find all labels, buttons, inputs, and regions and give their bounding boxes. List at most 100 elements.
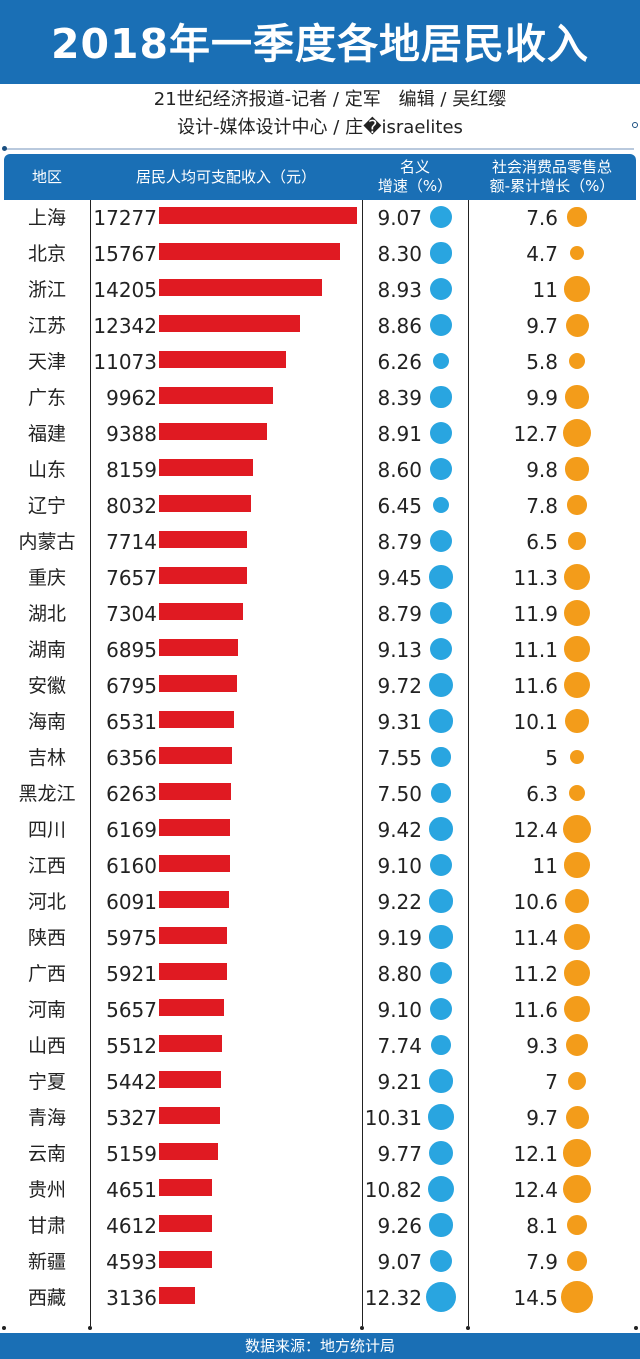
- growth-dot: [429, 961, 453, 985]
- growth-dot: [429, 1249, 453, 1273]
- growth-dot: [430, 458, 452, 480]
- table-row: 西藏 3136 12.32 14.5: [4, 1280, 636, 1316]
- table-row: 吉林 6356 7.55 5: [4, 740, 636, 776]
- retail-value: 14.5: [513, 1286, 558, 1310]
- retail-dot: [569, 353, 585, 369]
- growth-value: 9.42: [377, 818, 422, 842]
- growth-dot: [429, 277, 453, 301]
- table-row: 北京 15767 8.30 4.7: [4, 236, 636, 272]
- income-value: 15767: [93, 242, 157, 266]
- income-value: 6895: [106, 638, 157, 662]
- table-row: 安徽 6795 9.72 11.6: [4, 668, 636, 704]
- header-retail-line-1: 社会消费品零售总: [491, 158, 612, 176]
- growth-dot: [429, 925, 453, 949]
- table-row: 广西 5921 8.80 11.2: [4, 956, 636, 992]
- retail-dot: [563, 599, 591, 627]
- income-value: 17277: [93, 206, 157, 230]
- retail-value: 11.4: [513, 926, 558, 950]
- growth-value: 9.77: [377, 1142, 422, 1166]
- retail-dot: [563, 1175, 591, 1203]
- retail-value: 4.7: [526, 242, 558, 266]
- growth-dot: [428, 672, 454, 698]
- growth-dot: [429, 817, 453, 841]
- table-row: 内蒙古 7714 8.79 6.5: [4, 524, 636, 560]
- growth-value: 9.21: [377, 1070, 422, 1094]
- growth-dot: [429, 997, 453, 1021]
- growth-value: 8.79: [377, 530, 422, 554]
- table-row: 广东 9962 8.39 9.9: [4, 380, 636, 416]
- income-bar: [159, 783, 231, 800]
- retail-value: 11.6: [513, 674, 558, 698]
- table-row: 湖北 7304 8.79 11.9: [4, 596, 636, 632]
- retail-value: 7.8: [526, 494, 558, 518]
- retail-dot: [565, 709, 589, 733]
- growth-value: 8.39: [377, 386, 422, 410]
- income-bar: [159, 639, 239, 656]
- retail-dot: [568, 532, 586, 550]
- table-row: 新疆 4593 9.07 7.9: [4, 1244, 636, 1280]
- region-label: 山东: [27, 459, 66, 481]
- growth-value: 8.79: [377, 602, 422, 626]
- retail-dot: [564, 960, 590, 986]
- region-label: 江苏: [27, 315, 66, 337]
- table-header: 地区 居民人均可支配收入（元） 名义 增速（%） 社会消费品零售总 额-累计增长…: [4, 154, 636, 200]
- growth-value: 8.60: [377, 458, 422, 482]
- retail-dot: [570, 246, 584, 260]
- retail-dot: [564, 276, 590, 302]
- retail-value: 12.4: [513, 1178, 558, 1202]
- income-bar: [159, 459, 253, 476]
- retail-value: 9.3: [526, 1034, 558, 1058]
- table-row: 山东 8159 8.60 9.8: [4, 452, 636, 488]
- income-bar: [159, 351, 286, 368]
- page-title: 2018年一季度各地居民收入: [0, 0, 640, 84]
- region-label: 新疆: [27, 1251, 66, 1273]
- header-income-label: 居民人均可支配收入（元）: [135, 167, 316, 186]
- growth-value: 7.55: [377, 746, 422, 770]
- growth-dot: [426, 1282, 456, 1312]
- end-dot: [2, 1326, 6, 1330]
- retail-value: 8.1: [526, 1214, 558, 1238]
- table-row: 江苏 12342 8.86 9.7: [4, 308, 636, 344]
- growth-value: 9.26: [377, 1214, 422, 1238]
- income-bar: [159, 819, 230, 836]
- retail-value: 12.7: [513, 422, 558, 446]
- retail-value: 7: [545, 1070, 558, 1094]
- region-label: 甘肃: [27, 1215, 66, 1237]
- table-row: 贵州 4651 10.82 12.4: [4, 1172, 636, 1208]
- growth-dot: [429, 1069, 453, 1093]
- retail-value: 10.1: [513, 710, 558, 734]
- income-bar: [159, 315, 301, 332]
- end-dot: [88, 1326, 92, 1330]
- region-label: 河南: [27, 999, 66, 1021]
- retail-dot: [563, 1139, 591, 1167]
- income-value: 7657: [106, 566, 157, 590]
- income-bar: [159, 1287, 195, 1304]
- region-label: 安徽: [27, 675, 66, 697]
- retail-dot: [562, 418, 592, 448]
- growth-value: 6.26: [377, 350, 422, 374]
- column-divider: [90, 200, 91, 1326]
- region-label: 海南: [27, 711, 66, 733]
- region-label: 吉林: [27, 747, 66, 769]
- region-label: 天津: [27, 351, 66, 373]
- region-label: 湖北: [27, 603, 66, 625]
- income-value: 8032: [106, 494, 157, 518]
- table-row: 云南 5159 9.77 12.1: [4, 1136, 636, 1172]
- income-bar: [159, 567, 247, 584]
- table-row: 海南 6531 9.31 10.1: [4, 704, 636, 740]
- table-row: 江西 6160 9.10 11: [4, 848, 636, 884]
- growth-value: 7.74: [377, 1034, 422, 1058]
- growth-value: 8.86: [377, 314, 422, 338]
- retail-value: 10.6: [513, 890, 558, 914]
- divider-dot-right: [632, 122, 638, 128]
- retail-dot: [563, 815, 591, 843]
- retail-value: 11.3: [513, 566, 558, 590]
- income-bar: [159, 1071, 222, 1088]
- growth-dot: [429, 205, 453, 229]
- growth-dot: [429, 565, 453, 589]
- table-row: 宁夏 5442 9.21 7: [4, 1064, 636, 1100]
- retail-dot: [567, 495, 587, 515]
- end-dot: [466, 1326, 470, 1330]
- header-income: 居民人均可支配收入（元）: [90, 154, 362, 200]
- retail-value: 9.8: [526, 458, 558, 482]
